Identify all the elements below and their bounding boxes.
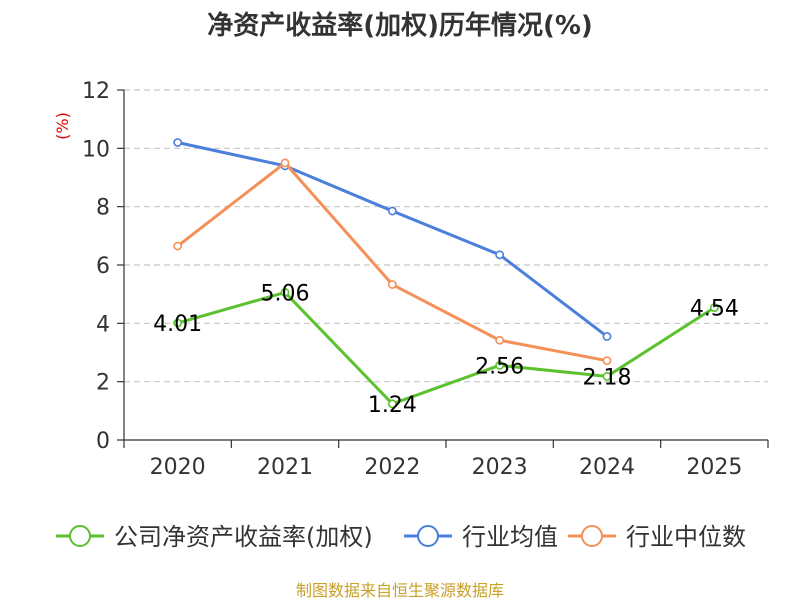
y-tick-label: 6 xyxy=(96,254,110,279)
y-axis-label: (%) xyxy=(53,112,72,140)
legend-swatch-marker xyxy=(69,525,91,547)
grid-lines xyxy=(124,89,768,383)
data-label: 2.18 xyxy=(583,365,632,390)
x-tick-label: 2021 xyxy=(257,455,313,480)
chart-title: 净资产收益率(加权)历年情况(%) xyxy=(207,10,593,41)
data-point xyxy=(495,250,505,260)
legend-label: 行业均值 xyxy=(462,523,558,551)
y-tick-label: 12 xyxy=(82,79,110,104)
legend-swatch-marker xyxy=(417,525,439,547)
y-tick-label: 4 xyxy=(96,312,110,337)
data-point xyxy=(280,288,290,297)
legend-label: 公司净资产收益率(加权) xyxy=(114,523,373,551)
legend-swatch-marker xyxy=(581,525,603,547)
data-point xyxy=(495,335,505,345)
x-tick-label: 2024 xyxy=(579,455,635,480)
data-point xyxy=(173,138,183,147)
data-point xyxy=(709,303,719,312)
axes: 0 2 4 6 8 10 12 2020 2021 2022 2023 2024 2025 xyxy=(82,79,769,480)
x-tick-label: 2023 xyxy=(472,455,528,480)
data-label: 5.06 xyxy=(261,281,310,306)
y-tick-label: 0 xyxy=(96,429,110,454)
x-tick-label: 2020 xyxy=(150,455,206,480)
data-labels: 4.01 5.06 1.24 2.56 2.18 4.54 xyxy=(153,281,739,417)
series-line-0 xyxy=(177,290,716,406)
data-label: 1.24 xyxy=(368,393,417,418)
data-point xyxy=(602,356,612,366)
data-label: 2.56 xyxy=(475,354,524,379)
data-point xyxy=(173,241,183,251)
series-line-1 xyxy=(177,141,608,338)
y-tick-label: 2 xyxy=(96,371,110,396)
data-label: 4.54 xyxy=(690,297,739,322)
data-label: 4.01 xyxy=(153,312,202,337)
data-point xyxy=(387,206,397,216)
data-point xyxy=(602,372,612,381)
y-tick-label: 10 xyxy=(82,137,110,162)
x-tick-label: 2022 xyxy=(364,455,420,480)
data-point xyxy=(387,399,397,409)
series-layer xyxy=(173,138,719,409)
data-point xyxy=(387,280,397,289)
series-line-2 xyxy=(176,161,608,363)
x-tick-label: 2025 xyxy=(686,455,742,480)
legend: 公司净资产收益率(加权) 行业均值 行业中位数 xyxy=(56,523,746,551)
source-note: 制图数据来自恒生聚源数据库 xyxy=(296,581,504,600)
data-point xyxy=(495,360,505,370)
data-point xyxy=(602,332,612,341)
y-tick-label: 8 xyxy=(96,196,110,221)
data-point xyxy=(280,158,290,168)
data-point xyxy=(173,318,183,328)
legend-label: 行业中位数 xyxy=(626,523,746,551)
